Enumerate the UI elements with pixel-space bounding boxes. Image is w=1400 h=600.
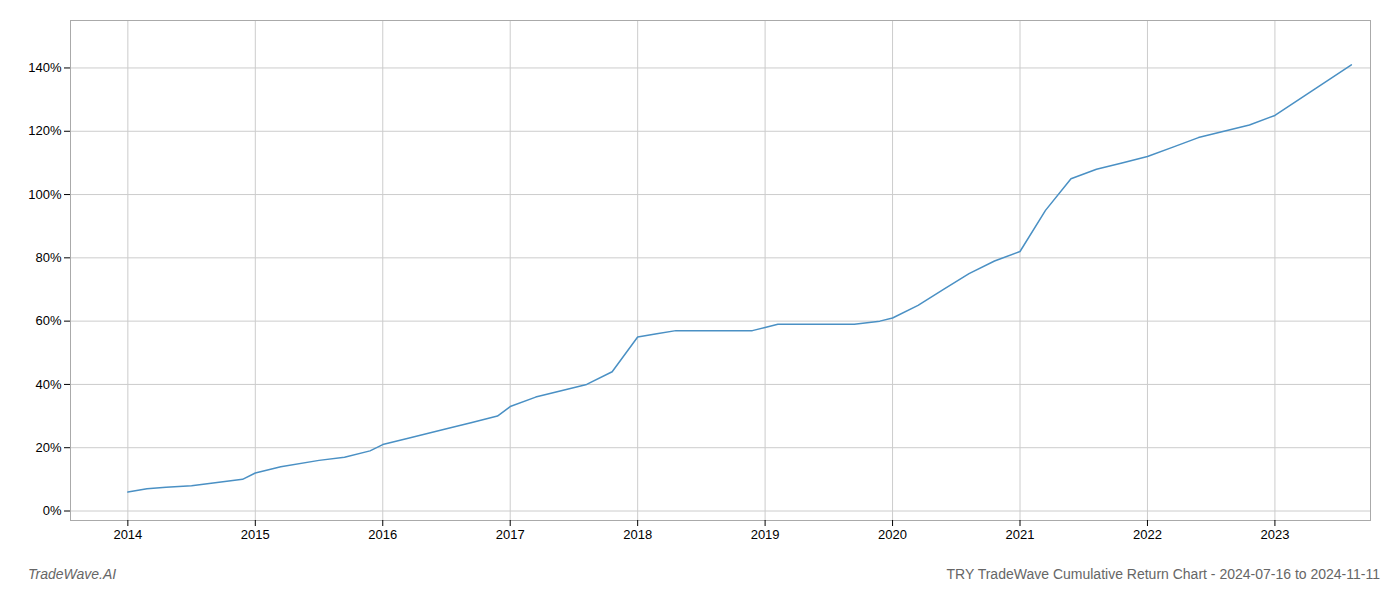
svg-text:2015: 2015: [241, 527, 270, 542]
svg-text:0%: 0%: [43, 503, 62, 518]
html-text:TradeWave.AI: TradeWave.AI: [28, 566, 117, 582]
svg-text:40%: 40%: [35, 377, 61, 392]
svg-text:2020: 2020: [878, 527, 907, 542]
svg-text:100%: 100%: [28, 187, 62, 202]
svg-text:2023: 2023: [1260, 527, 1289, 542]
svg-text:2014: 2014: [113, 527, 142, 542]
svg-text:2018: 2018: [623, 527, 652, 542]
svg-text:120%: 120%: [28, 123, 62, 138]
svg-text:2017: 2017: [496, 527, 525, 542]
svg-text:2021: 2021: [1006, 527, 1035, 542]
html-text:TRY TradeWave Cumulative Retur: TRY TradeWave Cumulative Return Chart - …: [946, 566, 1380, 582]
svg-text:2016: 2016: [368, 527, 397, 542]
svg-text:140%: 140%: [28, 60, 62, 75]
svg-text:80%: 80%: [35, 250, 61, 265]
svg-text:2019: 2019: [751, 527, 780, 542]
svg-text:2022: 2022: [1133, 527, 1162, 542]
svg-text:20%: 20%: [35, 440, 61, 455]
svg-text:60%: 60%: [35, 313, 61, 328]
